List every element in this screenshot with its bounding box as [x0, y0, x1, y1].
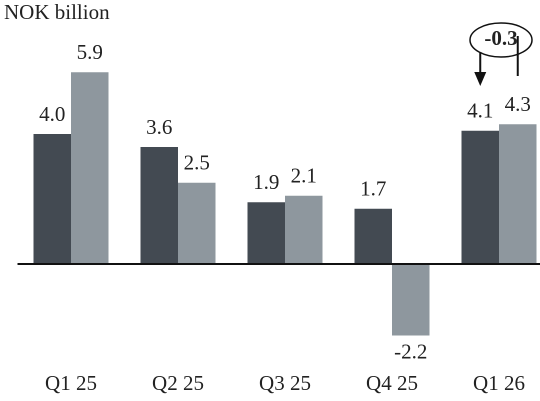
value-label: 5.9 — [77, 40, 103, 64]
annotation: -0.3 — [484, 26, 517, 50]
x-tick-label: Q2 25 — [152, 371, 204, 395]
value-label: 2.5 — [184, 151, 210, 175]
value-label: 1.7 — [360, 177, 386, 201]
x-tick-label: Q1 25 — [45, 371, 97, 395]
bar — [33, 134, 71, 264]
value-label: 3.6 — [146, 115, 172, 139]
value-label: 4.3 — [505, 92, 531, 116]
bar — [499, 124, 537, 264]
bar — [178, 182, 216, 264]
unit-label: NOK billion — [4, 0, 110, 24]
value-label: 2.1 — [291, 164, 317, 188]
annotation-arrow — [474, 72, 487, 86]
x-tick-label: Q1 26 — [473, 371, 525, 395]
value-label: 4.1 — [467, 99, 493, 123]
bar — [285, 195, 323, 264]
bar — [71, 72, 109, 264]
bar — [392, 264, 430, 336]
bar — [461, 130, 499, 264]
bar — [140, 147, 178, 264]
x-tick-label: Q4 25 — [366, 371, 418, 395]
value-label: 1.9 — [253, 170, 279, 194]
value-label: 4.0 — [39, 102, 65, 126]
x-tick-label: Q3 25 — [259, 371, 311, 395]
bar — [354, 208, 392, 264]
value-label: -2.2 — [394, 339, 427, 363]
bar — [247, 202, 285, 264]
annotation-ring — [469, 22, 533, 58]
